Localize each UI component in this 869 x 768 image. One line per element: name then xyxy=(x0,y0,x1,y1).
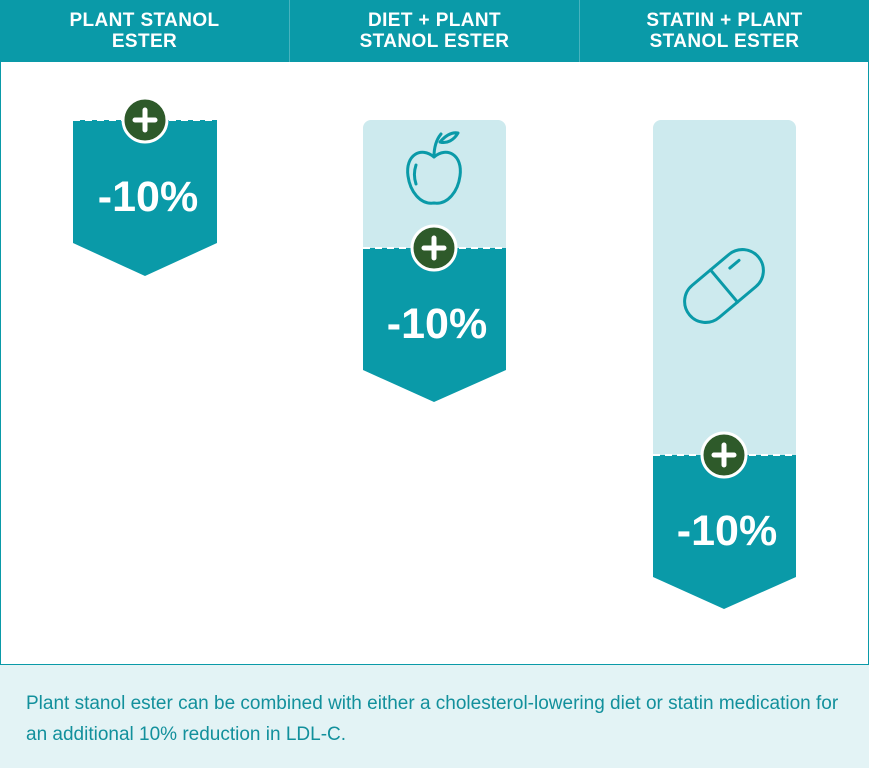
diet-base-block xyxy=(363,120,506,248)
column-diet-plus-plant-stanol-ester: -10% xyxy=(363,120,506,402)
column-plant-stanol-ester: -10% xyxy=(73,96,217,276)
column-heading-statin-plus-plant-stanol-ester: STATIN + PLANT STANOL ESTER xyxy=(579,0,869,62)
plus-icon xyxy=(700,431,748,479)
reduction-diagram: -10% -10% -10% xyxy=(73,96,796,609)
column-heading-plant-stanol-ester: PLANT STANOL ESTER xyxy=(69,10,220,52)
footer-note: Plant stanol ester can be combined with … xyxy=(0,665,869,768)
reduction-label: -10% xyxy=(677,507,777,555)
reduction-arrow xyxy=(363,248,506,402)
pill-capsule-icon xyxy=(683,248,765,324)
footer-text: Plant stanol ester can be combined with … xyxy=(26,693,839,745)
plus-icon xyxy=(121,96,169,144)
reduction-arrow xyxy=(73,120,217,276)
reduction-label: -10% xyxy=(387,300,487,348)
reduction-label: -10% xyxy=(98,173,198,221)
column-statin-plus-plant-stanol-ester: -10% xyxy=(653,120,796,609)
reduction-arrow xyxy=(653,455,796,609)
plus-icon xyxy=(410,224,458,272)
apple-icon xyxy=(406,131,462,205)
header-bar: PLANT STANOL ESTER DIET + PLANT STANOL E… xyxy=(0,0,869,62)
column-heading-diet-plus-plant-stanol-ester: DIET + PLANT STANOL ESTER xyxy=(289,0,579,62)
